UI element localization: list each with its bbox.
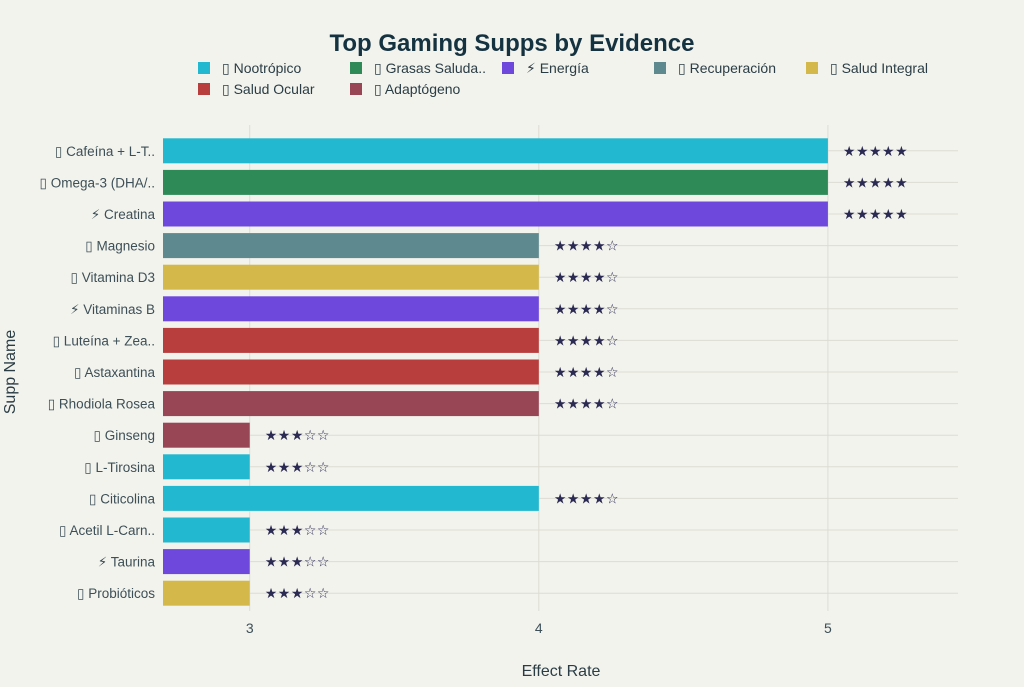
bar[interactable]	[163, 296, 539, 322]
legend-swatch	[502, 62, 514, 74]
star-rating-label: ★★★★☆	[554, 396, 619, 412]
bar[interactable]	[163, 391, 539, 417]
bar[interactable]	[163, 422, 250, 448]
y-tick-label: ⚡ Vitaminas B	[70, 302, 155, 317]
legend-label: ▯ Recuperación	[678, 60, 776, 76]
bar[interactable]	[163, 327, 539, 353]
legend-label: ▯ Nootrópico	[222, 60, 302, 76]
star-rating-label: ★★★☆☆	[265, 585, 330, 601]
bar[interactable]	[163, 517, 250, 543]
legend-label: ▯ Salud Ocular	[222, 81, 315, 97]
legend-label: ▯ Adaptógeno	[374, 81, 461, 97]
legend-item[interactable]: ▯ Nootrópico	[198, 60, 302, 76]
y-tick-label: ▯ Omega-3 (DHA/..	[40, 175, 155, 190]
legend-item[interactable]: ▯ Grasas Saluda..	[350, 60, 486, 76]
bar[interactable]	[163, 201, 828, 227]
star-rating-label: ★★★☆☆	[265, 459, 330, 475]
star-rating-label: ★★★★★	[843, 174, 908, 190]
star-rating-label: ★★★★★	[843, 206, 908, 222]
bar[interactable]	[163, 169, 828, 195]
y-tick-label: ▯ Magnesio	[85, 239, 155, 254]
legend-swatch	[350, 62, 362, 74]
legend: ▯ Nootrópico ▯ Grasas Saluda.. ⚡ Energía ▯ …	[198, 60, 928, 97]
legend-swatch	[806, 62, 818, 74]
y-tick-label: ▯ Acetil L-Carn..	[59, 523, 155, 538]
x-tick-label: 5	[824, 620, 832, 636]
bar[interactable]	[163, 138, 828, 164]
legend-swatch	[198, 62, 210, 74]
y-axis-label: Supp Name	[2, 330, 19, 415]
legend-label: ⚡ Energía	[526, 60, 589, 76]
star-rating-label: ★★★★★	[843, 143, 908, 159]
x-tick-label: 3	[246, 620, 254, 636]
y-tick-label: ▯ Luteína + Zea..	[53, 333, 155, 348]
star-rating-label: ★★★★☆	[554, 332, 619, 348]
y-tick-label: ▯ Vitamina D3	[71, 270, 155, 285]
legend-item[interactable]: ▯ Recuperación	[654, 60, 776, 76]
star-labels: ★★★★★ ★★★★★ ★★★★★ ★★★★☆ ★★★★☆ ★★★★☆ ★★★★☆ ★★★★☆…	[265, 143, 908, 601]
x-tick-label: 4	[535, 620, 543, 636]
legend-item[interactable]: ▯ Salud Ocular	[198, 81, 315, 97]
bar[interactable]	[163, 580, 250, 606]
bar[interactable]	[163, 264, 539, 290]
legend-item[interactable]: ▯ Adaptógeno	[350, 81, 461, 97]
bar[interactable]	[163, 233, 539, 259]
x-tick-labels: 3 4 5	[246, 620, 832, 636]
y-tick-label: ▯ Citicolina	[89, 491, 155, 506]
star-rating-label: ★★★★☆	[554, 269, 619, 285]
bars	[163, 138, 828, 606]
y-tick-label: ⚡ Taurina	[98, 555, 156, 570]
chart-title: Top Gaming Supps by Evidence	[330, 30, 695, 57]
legend-item[interactable]: ▯ Salud Integral	[806, 60, 928, 76]
y-tick-label: ▯ Astaxantina	[74, 365, 155, 380]
star-rating-label: ★★★★☆	[554, 238, 619, 254]
x-axis-label: Effect Rate	[522, 663, 601, 680]
y-tick-label: ▯ Ginseng	[94, 428, 155, 443]
star-rating-label: ★★★☆☆	[265, 427, 330, 443]
y-tick-label: ▯ L-Tirosina	[84, 460, 155, 475]
legend-item[interactable]: ⚡ Energía	[502, 60, 589, 76]
bar[interactable]	[163, 454, 250, 480]
y-tick-labels: ▯ Cafeína + L-T.. ▯ Omega-3 (DHA/.. ⚡ Crea…	[40, 144, 156, 601]
y-tick-label: ▯ Rhodiola Rosea	[48, 397, 156, 412]
bar[interactable]	[163, 359, 539, 385]
star-rating-label: ★★★☆☆	[265, 554, 330, 570]
star-rating-label: ★★★★☆	[554, 301, 619, 317]
legend-swatch	[654, 62, 666, 74]
y-tick-label: ⚡ Creatina	[91, 207, 156, 222]
bar[interactable]	[163, 549, 250, 575]
star-rating-label: ★★★★☆	[554, 490, 619, 506]
star-rating-label: ★★★☆☆	[265, 522, 330, 538]
legend-swatch	[198, 83, 210, 95]
y-tick-label: ▯ Probióticos	[77, 586, 155, 601]
star-rating-label: ★★★★☆	[554, 364, 619, 380]
bar[interactable]	[163, 485, 539, 511]
legend-swatch	[350, 83, 362, 95]
legend-label: ▯ Salud Integral	[830, 60, 928, 76]
legend-label: ▯ Grasas Saluda..	[374, 60, 486, 76]
y-tick-label: ▯ Cafeína + L-T..	[55, 144, 155, 159]
